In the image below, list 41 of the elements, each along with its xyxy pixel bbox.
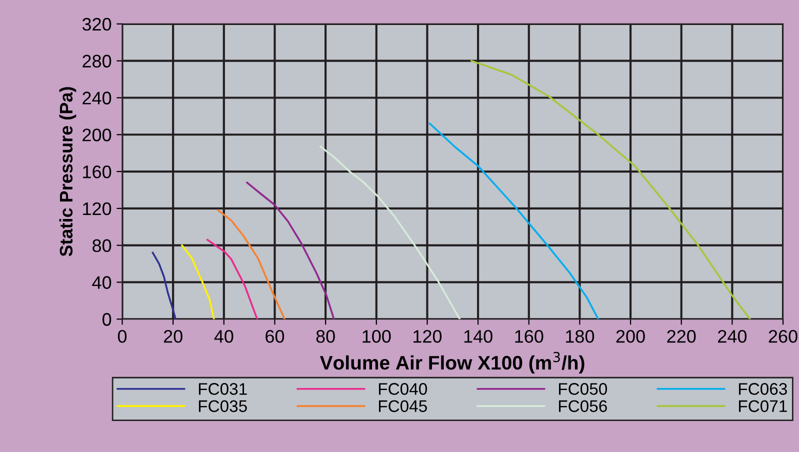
legend-label: FC035 xyxy=(198,400,247,412)
line-series xyxy=(428,122,600,320)
y-tick-label: 160 xyxy=(83,165,112,178)
y-tick-label: 40 xyxy=(92,276,112,289)
legend-label: FC056 xyxy=(559,400,607,412)
x-tick-label: 160 xyxy=(515,330,544,343)
y-tick-label: 240 xyxy=(82,92,112,104)
x-axis-title: Volume Air Flow X100 (m$^{3}$/h) xyxy=(320,352,584,374)
x-tick-label: 260 xyxy=(768,330,798,343)
y-tick-label: 80 xyxy=(92,239,112,252)
x-tick-label: 0 xyxy=(118,330,127,343)
y-tick-label: 280 xyxy=(82,54,112,68)
legend-label: FC045 xyxy=(378,400,427,412)
x-tick-label: 140 xyxy=(464,330,492,343)
x-tick-label: 220 xyxy=(667,330,696,343)
legend-label: FC071 xyxy=(739,400,787,412)
legend-label: FC040 xyxy=(378,383,427,395)
x-tick-label: 240 xyxy=(718,330,747,343)
line-series xyxy=(206,238,258,320)
line-series xyxy=(320,146,461,320)
line-series xyxy=(152,252,177,320)
y-tick-label: 120 xyxy=(83,202,112,216)
x-tick-label: 120 xyxy=(414,330,442,343)
y-tick-label: 200 xyxy=(82,128,112,142)
x-tick-label: 80 xyxy=(316,330,335,343)
legend-label: FC050 xyxy=(559,383,608,395)
y-tick-label: 0 xyxy=(102,313,112,326)
x-tick-label: 40 xyxy=(214,330,234,343)
line-series xyxy=(246,182,335,320)
line-series xyxy=(217,209,286,320)
line-series xyxy=(181,244,215,320)
x-tick-label: 200 xyxy=(616,330,645,343)
x-tick-label: 60 xyxy=(266,330,284,343)
legend-label: FC063 xyxy=(739,383,787,395)
x-tick-label: 180 xyxy=(566,330,594,343)
x-tick-label: 100 xyxy=(362,330,391,343)
x-tick-label: 20 xyxy=(164,330,182,343)
y-axis-title: Static Pressure (Pa) xyxy=(59,87,76,256)
line-series xyxy=(470,60,751,320)
y-tick-label: 320 xyxy=(82,18,112,31)
legend-label: FC031 xyxy=(198,383,247,395)
